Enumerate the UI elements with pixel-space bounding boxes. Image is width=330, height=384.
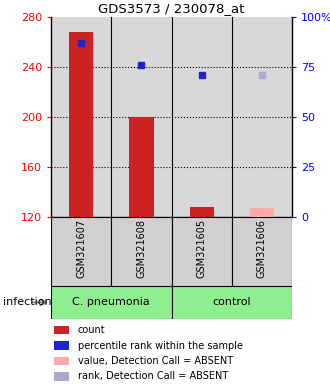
Text: GSM321607: GSM321607 <box>76 218 86 278</box>
Bar <box>54 341 69 350</box>
Title: GDS3573 / 230078_at: GDS3573 / 230078_at <box>98 2 245 15</box>
Bar <box>51 286 172 319</box>
Bar <box>112 217 172 286</box>
Text: C. pneumonia: C. pneumonia <box>73 297 150 308</box>
Text: GSM321608: GSM321608 <box>137 218 147 278</box>
Text: GSM321605: GSM321605 <box>197 218 207 278</box>
Bar <box>69 32 93 217</box>
Bar <box>172 286 292 319</box>
Bar <box>250 208 274 217</box>
Text: infection: infection <box>3 297 52 308</box>
Text: value, Detection Call = ABSENT: value, Detection Call = ABSENT <box>78 356 233 366</box>
Text: count: count <box>78 325 105 335</box>
Text: percentile rank within the sample: percentile rank within the sample <box>78 341 243 351</box>
Bar <box>51 217 112 286</box>
Bar <box>190 207 214 217</box>
Text: GSM321606: GSM321606 <box>257 218 267 278</box>
Bar <box>232 217 292 286</box>
Bar <box>54 326 69 334</box>
Text: control: control <box>213 297 251 308</box>
Bar <box>54 372 69 381</box>
Text: rank, Detection Call = ABSENT: rank, Detection Call = ABSENT <box>78 371 228 381</box>
Bar <box>129 117 153 217</box>
Bar <box>54 357 69 365</box>
Bar <box>172 217 232 286</box>
